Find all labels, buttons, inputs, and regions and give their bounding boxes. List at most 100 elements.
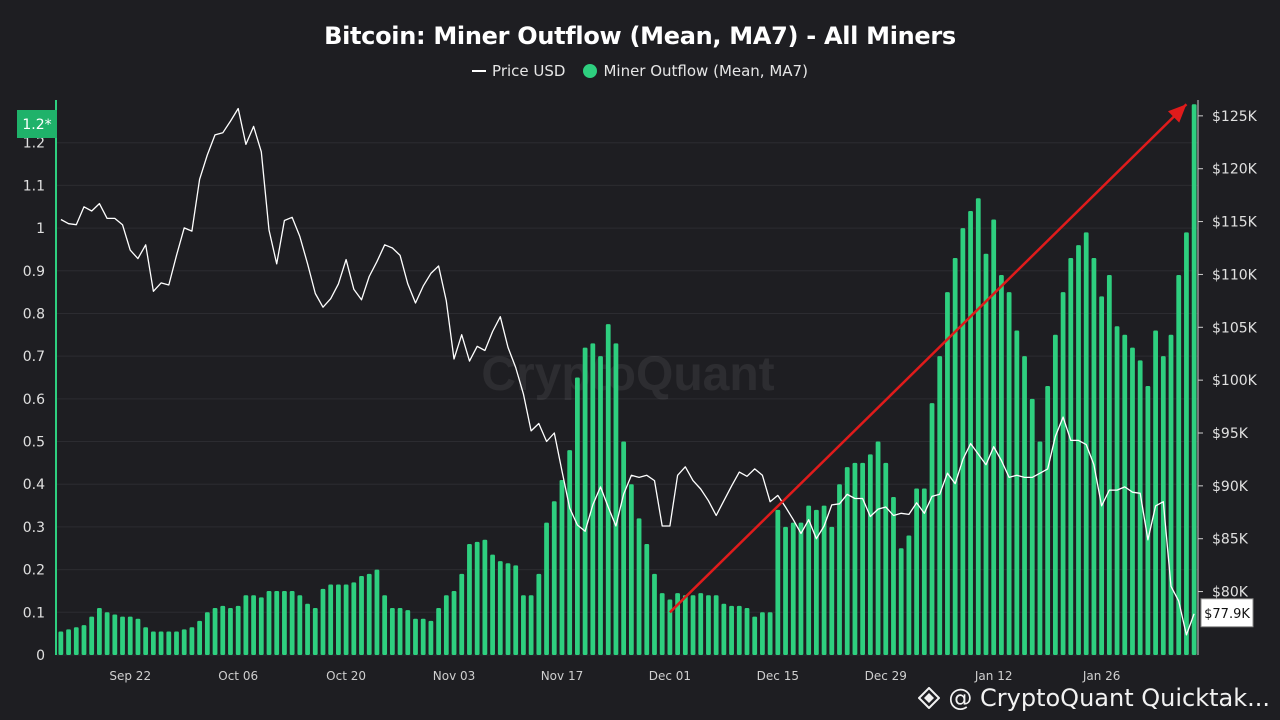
outflow-bar: [821, 505, 827, 655]
outflow-bar: [690, 595, 696, 655]
right-tick-label: $105K: [1212, 320, 1258, 336]
outflow-bar: [312, 608, 318, 655]
outflow-bar: [706, 595, 711, 655]
outflow-bar: [1099, 296, 1105, 655]
outflow-bar: [120, 616, 125, 655]
outflow-bar: [436, 608, 442, 655]
outflow-bar: [1191, 104, 1197, 656]
outflow-bar: [397, 608, 403, 655]
outflow-bar: [783, 526, 788, 655]
outflow-bar: [921, 488, 927, 655]
outflow-bar: [952, 257, 958, 655]
outflow-bar: [1076, 245, 1081, 655]
outflow-bar: [991, 219, 997, 656]
outflow-bar: [127, 616, 133, 655]
footer-text: @ CryptoQuant Quicktak...: [948, 684, 1270, 712]
outflow-bar: [274, 590, 280, 655]
outflow-bar: [790, 522, 796, 655]
outflow-bar: [1022, 356, 1027, 655]
legend-item-price[interactable]: Price USD: [472, 62, 565, 80]
outflow-bar: [328, 584, 334, 655]
outflow-bar: [644, 544, 650, 655]
outflow-bar: [413, 618, 418, 655]
watermark: CryptoQuant: [481, 348, 774, 401]
outflow-bar: [81, 625, 87, 655]
left-tick-label: 0.6: [23, 392, 45, 408]
outflow-bar: [544, 522, 549, 655]
current-price-badge: [1200, 598, 1254, 628]
outflow-bar: [204, 612, 210, 655]
x-tick-label: Sep 22: [109, 669, 151, 683]
outflow-bar: [837, 484, 842, 655]
x-tick-label: Dec 15: [757, 669, 799, 683]
outflow-bar: [937, 356, 943, 655]
outflow-bar: [58, 631, 64, 655]
right-tick-label: $80K: [1212, 585, 1249, 601]
outflow-bar: [752, 616, 758, 655]
outflow-bar: [143, 627, 149, 655]
x-tick-label: Dec 01: [649, 669, 691, 683]
outflow-bar: [1106, 275, 1112, 655]
outflow-bar: [135, 618, 141, 655]
left-tick-label: 0.1: [23, 605, 45, 621]
outflow-bar: [197, 620, 203, 655]
x-tick-label: Nov 03: [433, 669, 476, 683]
outflow-bar: [559, 479, 565, 655]
outflow-bar: [999, 275, 1004, 655]
chart-title: Bitcoin: Miner Outflow (Mean, MA7) - All…: [324, 22, 956, 50]
outflow-bar: [682, 595, 688, 655]
outflow-bar: [474, 541, 480, 655]
left-tick-label: 0: [36, 648, 45, 664]
outflow-bar: [336, 584, 341, 655]
outflow-bar: [652, 573, 657, 655]
legend-item-outflow[interactable]: Miner Outflow (Mean, MA7): [583, 62, 808, 80]
x-tick-label: Nov 17: [541, 669, 584, 683]
left-tick-label: 0.2: [23, 563, 45, 579]
right-tick-label: $95K: [1212, 426, 1249, 442]
outflow-bar: [621, 441, 627, 655]
outflow-bar: [1153, 330, 1158, 655]
outflow-bar: [898, 548, 904, 655]
outflow-bar: [389, 608, 395, 655]
outflow-bar: [667, 599, 673, 655]
trend-arrow-head-icon: [1167, 104, 1187, 123]
outflow-bar: [297, 595, 303, 655]
outflow-bar: [1130, 347, 1135, 655]
left-tick-label: 0.9: [23, 264, 45, 280]
left-tick-label: 0.7: [23, 349, 45, 365]
outflow-bar: [451, 590, 457, 655]
x-tick-label: Jan 12: [974, 669, 1013, 683]
outflow-bar: [428, 620, 434, 655]
outflow-bar: [1122, 334, 1128, 655]
outflow-bar: [97, 608, 102, 655]
outflow-bar: [736, 605, 742, 655]
outflow-bar: [513, 565, 519, 655]
outflow-bar: [891, 497, 896, 655]
left-current-value-badge: [17, 110, 57, 138]
trend-arrow-line: [669, 103, 1188, 614]
outflow-bar: [73, 627, 79, 655]
outflow-bar: [906, 535, 912, 655]
outflow-bar: [282, 590, 287, 655]
outflow-bar: [150, 631, 156, 655]
outflow-bar: [744, 608, 750, 655]
outflow-bar: [420, 618, 426, 655]
outflow-bar: [1006, 292, 1012, 655]
left-tick-label: 0.5: [23, 435, 45, 451]
outflow-bar: [382, 595, 388, 655]
outflow-bar: [228, 608, 233, 655]
footer-attribution: @ CryptoQuant Quicktak...: [918, 684, 1270, 712]
outflow-bar: [1083, 232, 1089, 655]
outflow-bar: [1184, 232, 1189, 655]
outflow-bar: [659, 593, 665, 655]
outflow-bar: [66, 629, 71, 655]
outflow-bar: [374, 569, 380, 655]
left-tick-label: 1.2: [23, 136, 45, 152]
outflow-bar: [721, 603, 727, 655]
outflow-bar: [875, 441, 881, 655]
outflow-bar: [189, 627, 195, 655]
outflow-bar: [536, 573, 542, 655]
outflow-bar: [1045, 386, 1051, 655]
outflow-bar: [729, 605, 734, 655]
